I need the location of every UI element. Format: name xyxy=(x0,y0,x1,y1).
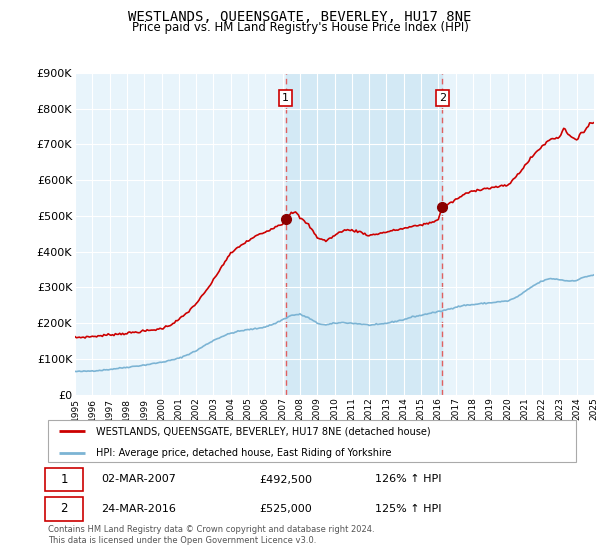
Text: WESTLANDS, QUEENSGATE, BEVERLEY, HU17 8NE: WESTLANDS, QUEENSGATE, BEVERLEY, HU17 8N… xyxy=(128,10,472,24)
Text: 126% ↑ HPI: 126% ↑ HPI xyxy=(376,474,442,484)
Text: 2: 2 xyxy=(61,502,68,515)
FancyBboxPatch shape xyxy=(46,468,83,491)
FancyBboxPatch shape xyxy=(48,420,576,462)
Text: HPI: Average price, detached house, East Riding of Yorkshire: HPI: Average price, detached house, East… xyxy=(95,448,391,458)
Text: Contains HM Land Registry data © Crown copyright and database right 2024.
This d: Contains HM Land Registry data © Crown c… xyxy=(48,525,374,545)
Text: Price paid vs. HM Land Registry's House Price Index (HPI): Price paid vs. HM Land Registry's House … xyxy=(131,21,469,34)
Bar xyxy=(286,73,442,395)
Text: 125% ↑ HPI: 125% ↑ HPI xyxy=(376,504,442,514)
FancyBboxPatch shape xyxy=(46,497,83,521)
Text: 1: 1 xyxy=(282,93,289,103)
Text: 2: 2 xyxy=(439,93,446,103)
Text: £525,000: £525,000 xyxy=(259,504,312,514)
Text: £492,500: £492,500 xyxy=(259,474,312,484)
Text: 02-MAR-2007: 02-MAR-2007 xyxy=(101,474,176,484)
Text: 1: 1 xyxy=(61,473,68,486)
Text: 24-MAR-2016: 24-MAR-2016 xyxy=(101,504,176,514)
Text: WESTLANDS, QUEENSGATE, BEVERLEY, HU17 8NE (detached house): WESTLANDS, QUEENSGATE, BEVERLEY, HU17 8N… xyxy=(95,426,430,436)
